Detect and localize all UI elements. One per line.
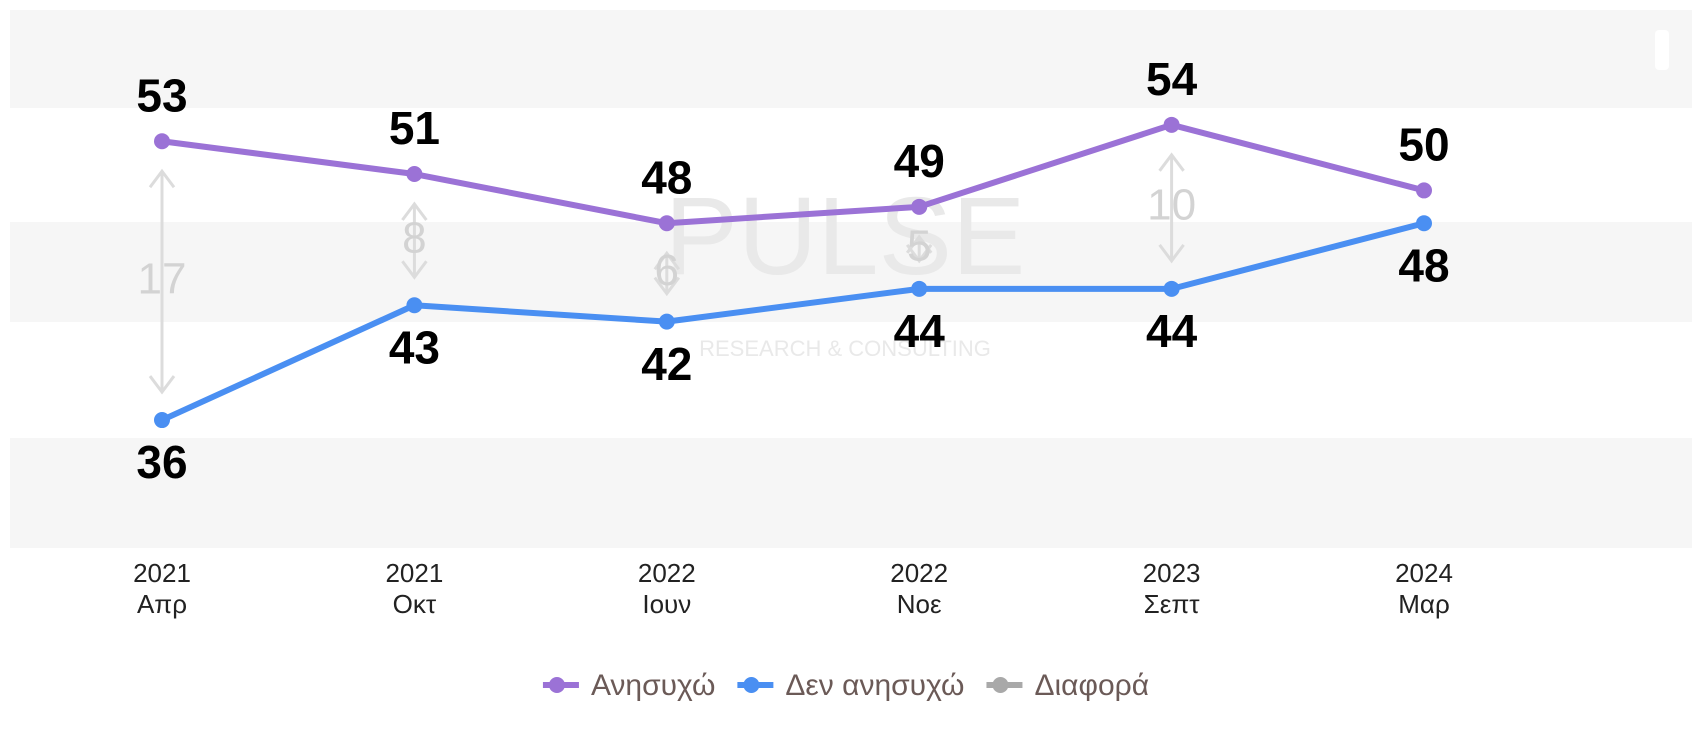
arrow-head — [148, 375, 176, 395]
x-tick-label: 2021 — [133, 558, 191, 588]
point — [1416, 182, 1432, 199]
point — [911, 280, 928, 297]
watermark-sub: RESEARCH & CONSULTING — [699, 336, 991, 361]
diff-label: 5 — [907, 221, 931, 270]
point — [1163, 280, 1180, 297]
data-label: 48 — [641, 151, 692, 203]
arrow-head — [906, 243, 933, 264]
point — [658, 313, 675, 330]
data-label: 43 — [389, 321, 440, 373]
data-label: 53 — [136, 69, 187, 121]
legend-label: Διαφορά — [1034, 669, 1149, 702]
x-tick-label: 2023 — [1143, 558, 1201, 588]
legend-dot — [992, 677, 1009, 693]
diff-label: 10 — [1147, 180, 1196, 229]
diff-label: 17 — [138, 254, 187, 303]
legend: Ανησυχώ Δεν ανησυχώ Διαφορά — [542, 669, 1149, 702]
x-tick-label: 2024 — [1395, 558, 1453, 588]
data-label: 44 — [894, 305, 946, 357]
data-label: 54 — [1146, 53, 1198, 105]
data-label: 44 — [1146, 305, 1198, 357]
data-label: 48 — [1398, 239, 1449, 291]
point — [154, 133, 170, 150]
data-label: 50 — [1398, 119, 1449, 171]
legend-dot — [548, 677, 565, 693]
arrow-head — [906, 234, 933, 254]
legend-label: Δεν ανησυχώ — [785, 669, 964, 702]
point — [1416, 215, 1432, 232]
data-label: 42 — [641, 338, 692, 390]
watermark: PULSE — [665, 175, 1026, 298]
x-tick-label: Μαρ — [1398, 589, 1449, 619]
x-tick-label: 2021 — [385, 558, 443, 588]
x-tick-label: 2022 — [638, 558, 696, 588]
band — [10, 222, 1692, 322]
point — [154, 412, 170, 429]
x-tick-label: Νοε — [897, 589, 942, 619]
arrow-head — [1158, 152, 1185, 172]
arrow-head — [401, 260, 428, 280]
arrow-head — [148, 168, 176, 189]
scroll-handle — [1655, 30, 1669, 70]
x-tick-label: Οκτ — [393, 589, 437, 619]
arrow-head — [401, 201, 428, 221]
legend-dot — [743, 677, 760, 693]
series-line — [161, 121, 1425, 227]
x-tick-label: Σεπτ — [1144, 589, 1201, 619]
arrow-head — [653, 276, 680, 297]
data-label: 51 — [389, 102, 440, 154]
x-tick-label: Απρ — [137, 589, 187, 619]
diff-label: 8 — [402, 213, 426, 262]
data-label: 49 — [894, 135, 945, 187]
band — [10, 10, 1692, 108]
point — [658, 215, 675, 232]
x-tick-label: Ιουν — [642, 589, 691, 619]
series-line — [160, 220, 1425, 423]
data-label: 36 — [136, 436, 187, 488]
legend-label: Ανησυχώ — [591, 669, 715, 702]
x-tick-label: 2022 — [890, 558, 948, 588]
arrow-head — [1158, 243, 1185, 264]
plot-bands — [10, 10, 1692, 548]
point — [1163, 116, 1180, 133]
band — [10, 438, 1692, 548]
diff-label: 6 — [655, 246, 679, 295]
point — [406, 166, 423, 183]
point — [911, 198, 928, 215]
arrow-head — [653, 250, 680, 271]
point — [406, 297, 423, 314]
